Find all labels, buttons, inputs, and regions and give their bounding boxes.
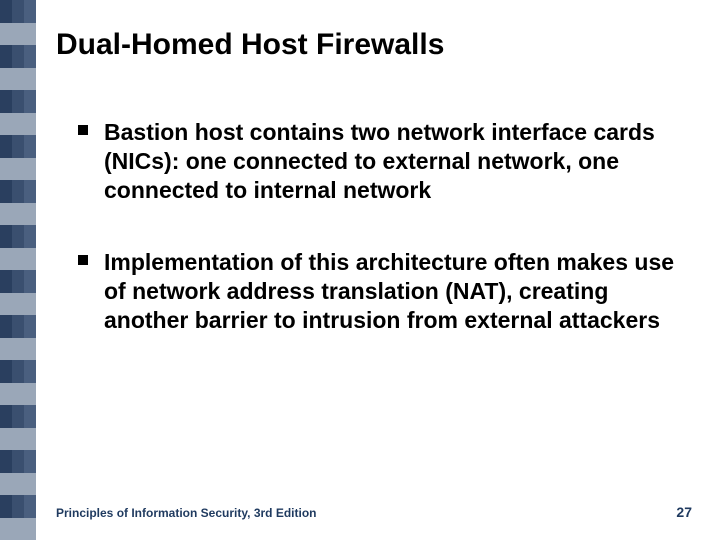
bullet-text: Bastion host contains two network interf… [104,119,655,203]
slide-title: Dual-Homed Host Firewalls [56,28,444,62]
bullet-marker-icon [78,125,88,135]
bullet-text: Implementation of this architecture ofte… [104,249,674,333]
bullet-list: Bastion host contains two network interf… [78,118,680,379]
bullet-marker-icon [78,255,88,265]
list-item: Implementation of this architecture ofte… [78,248,680,334]
decorative-stripe [0,0,36,540]
list-item: Bastion host contains two network interf… [78,118,680,204]
page-number: 27 [676,504,692,520]
footer-text: Principles of Information Security, 3rd … [56,506,316,520]
